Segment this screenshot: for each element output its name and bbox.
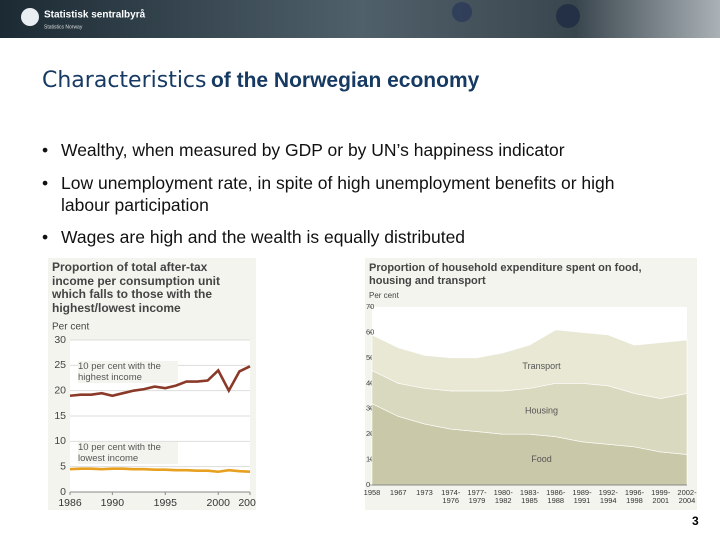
bullet-text: Wages are high and the wealth is equally… xyxy=(61,227,466,247)
x-tick-label: 1958 xyxy=(363,488,381,497)
series-label: 10 per cent with the highest income xyxy=(78,361,178,383)
bullet-text: Wealthy, when measured by GDP or by UN’s… xyxy=(61,140,565,160)
y-tick-label: 30 xyxy=(366,404,374,413)
series-label: Food xyxy=(531,454,552,464)
x-tick-label: 1983-1985 xyxy=(519,488,540,505)
y-tick-label: 40 xyxy=(366,378,374,387)
x-tick-label: 1973 xyxy=(416,488,433,497)
chart-title: Proportion of household expenditure spen… xyxy=(369,262,642,287)
y-tick-label: 15 xyxy=(54,410,66,422)
logo: Statistisk sentralbyrå xyxy=(44,9,146,21)
line-series xyxy=(69,365,251,398)
x-tick-label: 1980-1982 xyxy=(493,488,513,505)
bullet-text: Low unemployment rate, in spite of high … xyxy=(61,173,615,215)
x-tick-label: 1990 xyxy=(101,497,125,509)
x-tick-label: 1967 xyxy=(389,488,407,497)
y-axis-label: Per cent xyxy=(369,291,400,300)
y-tick-label: 5 xyxy=(60,460,66,472)
y-tick-label: 20 xyxy=(366,429,374,438)
series-label: Housing xyxy=(525,406,558,416)
x-tick-label: 1986 xyxy=(58,497,82,509)
logo-sub: Statistics Norway xyxy=(44,24,83,30)
x-tick-label: 1996-1998 xyxy=(624,488,645,505)
y-axis-label: Per cent xyxy=(52,322,89,333)
x-tick-label: 1986-1988 xyxy=(546,488,566,505)
x-tick-label: 1999-2001 xyxy=(651,488,671,505)
line-series xyxy=(69,467,251,474)
y-tick-label: 20 xyxy=(54,384,66,396)
x-tick-label: 1977-1979 xyxy=(467,488,487,505)
y-tick-label: 10 xyxy=(366,455,374,464)
y-tick-label: 70 xyxy=(366,302,374,311)
x-tick-label: 1974-1976 xyxy=(441,488,461,505)
x-tick-label: 2003 xyxy=(238,497,256,509)
area-series xyxy=(371,329,688,399)
x-tick-label: 2002-2004 xyxy=(677,488,697,505)
series-label: Transport xyxy=(522,361,561,371)
chart: 0 10 20 30 40 50 60 70 Per cent Food Housing Transp… xyxy=(364,258,697,510)
y-tick-label: 0 xyxy=(60,486,66,498)
x-tick-label: 1992-1994 xyxy=(598,488,618,505)
slide-title: Characteristics of the Norwegian economy xyxy=(42,68,479,93)
plot: 0 10 20 30 40 50 60 70 Per cent Food Housing Transp… xyxy=(366,291,688,489)
y-tick-label: 50 xyxy=(366,353,374,362)
header-banner: Statistisk sentralbyrå Statistics Norway xyxy=(0,0,720,38)
x-tick-label: 1989-1991 xyxy=(572,488,592,505)
x-tick-label: 1995 xyxy=(154,497,178,509)
y-tick-label: 25 xyxy=(54,359,66,371)
title-rest: of the Norwegian economy xyxy=(210,69,480,92)
y-tick-label: 30 xyxy=(54,334,66,346)
y-tick-label: 0 xyxy=(366,480,370,489)
y-tick-label: 10 xyxy=(54,435,66,447)
chart-title: Proportion of total after-tax income per… xyxy=(52,260,221,315)
x-tick-label: 2000 xyxy=(207,497,231,509)
page-number: 3 xyxy=(692,514,699,528)
series-label: 10 per cent with the lowest income xyxy=(78,442,178,464)
y-tick-label: 60 xyxy=(366,327,374,336)
title-lead: Characteristics xyxy=(42,68,207,93)
